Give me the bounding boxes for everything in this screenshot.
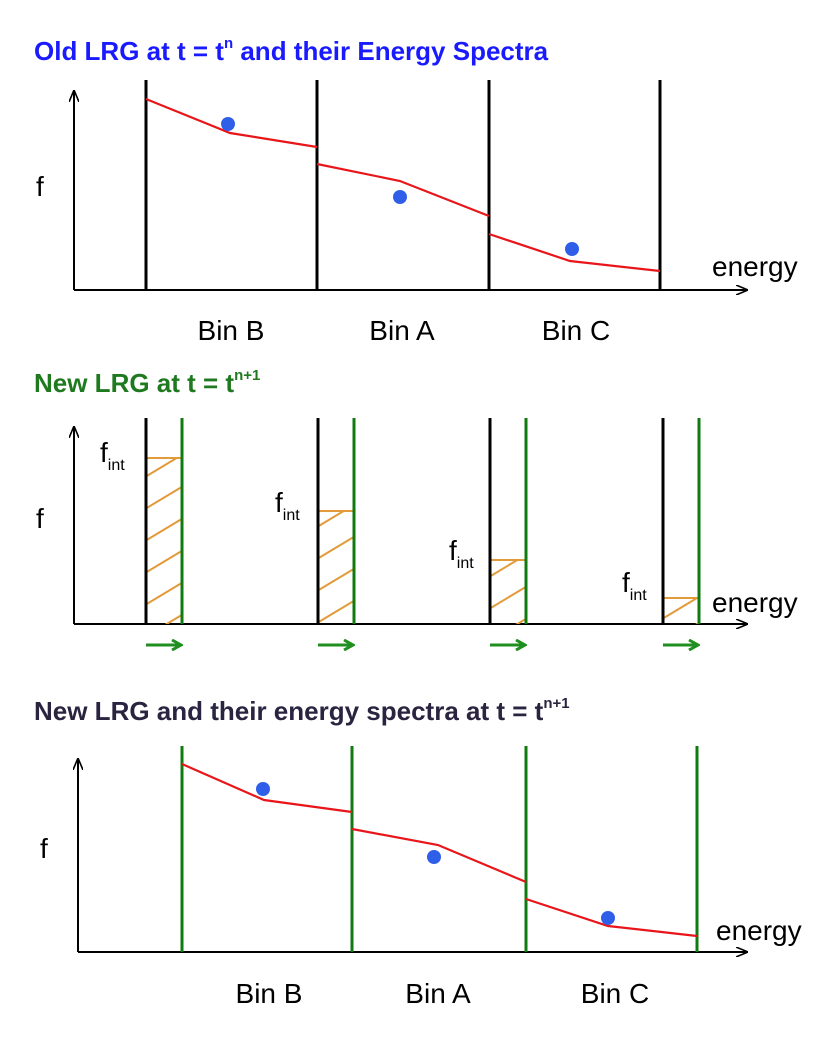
panel-new-spectra: New LRG and their energy spectra at t = …	[34, 695, 802, 1009]
panel1-dot-bin-b	[221, 117, 235, 131]
panel2-x-label: energy	[712, 587, 798, 618]
panel1-title: Old LRG at t = tn and their Energy Spect…	[34, 35, 549, 66]
panel3-spectrum-bin-b	[181, 762, 353, 814]
panel1-y-label: f	[36, 171, 44, 202]
panel2-fint-label-3: fint	[449, 535, 474, 572]
panel-new-lrg: New LRG at t = tn+1 f energy	[34, 367, 798, 658]
panel3-title-superscript: n+1	[543, 695, 569, 712]
panel-old-lrg: Old LRG at t = tn and their Energy Spect…	[34, 35, 798, 346]
panel1-bin-b-label: Bin B	[198, 315, 265, 346]
panel3-title-main: New LRG and their energy spectra at t = …	[34, 696, 544, 726]
panel2-title: New LRG at t = tn+1	[34, 367, 260, 398]
panel3-bin-c-label: Bin C	[581, 978, 649, 1009]
panel1-bin-a-label: Bin A	[369, 315, 435, 346]
panel1-spectrum-bin-c	[488, 232, 661, 273]
panel1-dot-bin-a	[393, 190, 407, 204]
panel3-dot-bin-c	[601, 911, 615, 925]
panel1-title-rest: and their Energy Spectra	[233, 36, 549, 66]
panel3-x-label: energy	[716, 915, 802, 946]
panel3-y-label: f	[40, 833, 48, 864]
panel3-dot-bin-a	[427, 850, 441, 864]
panel3-title: New LRG and their energy spectra at t = …	[34, 695, 570, 726]
panel1-title-superscript: n	[224, 35, 233, 52]
panel2-fint-label-4: fint	[622, 567, 647, 604]
panel1-spectrum-bin-a	[316, 162, 490, 218]
panel1-spectrum-bin-b	[145, 97, 318, 149]
panel1-bin-c-label: Bin C	[542, 315, 610, 346]
panel3-spectrum-bin-a	[351, 827, 527, 884]
panel2-title-superscript: n+1	[234, 367, 260, 384]
panel2-fint-label-1: fint	[100, 437, 125, 474]
panel2-title-main: New LRG at t = t	[34, 368, 234, 398]
panel3-spectrum-bin-c	[525, 897, 698, 938]
panel1-x-label: energy	[712, 251, 798, 282]
panel2-y-label: f	[36, 503, 44, 534]
panel3-dot-bin-b	[256, 782, 270, 796]
panel2-fint-label-2: fint	[275, 487, 300, 524]
panel3-bin-b-label: Bin B	[236, 978, 303, 1009]
panel1-dot-bin-c	[565, 242, 579, 256]
panel3-bin-a-label: Bin A	[405, 978, 471, 1009]
panel1-title-main: Old LRG at t = t	[34, 36, 224, 66]
